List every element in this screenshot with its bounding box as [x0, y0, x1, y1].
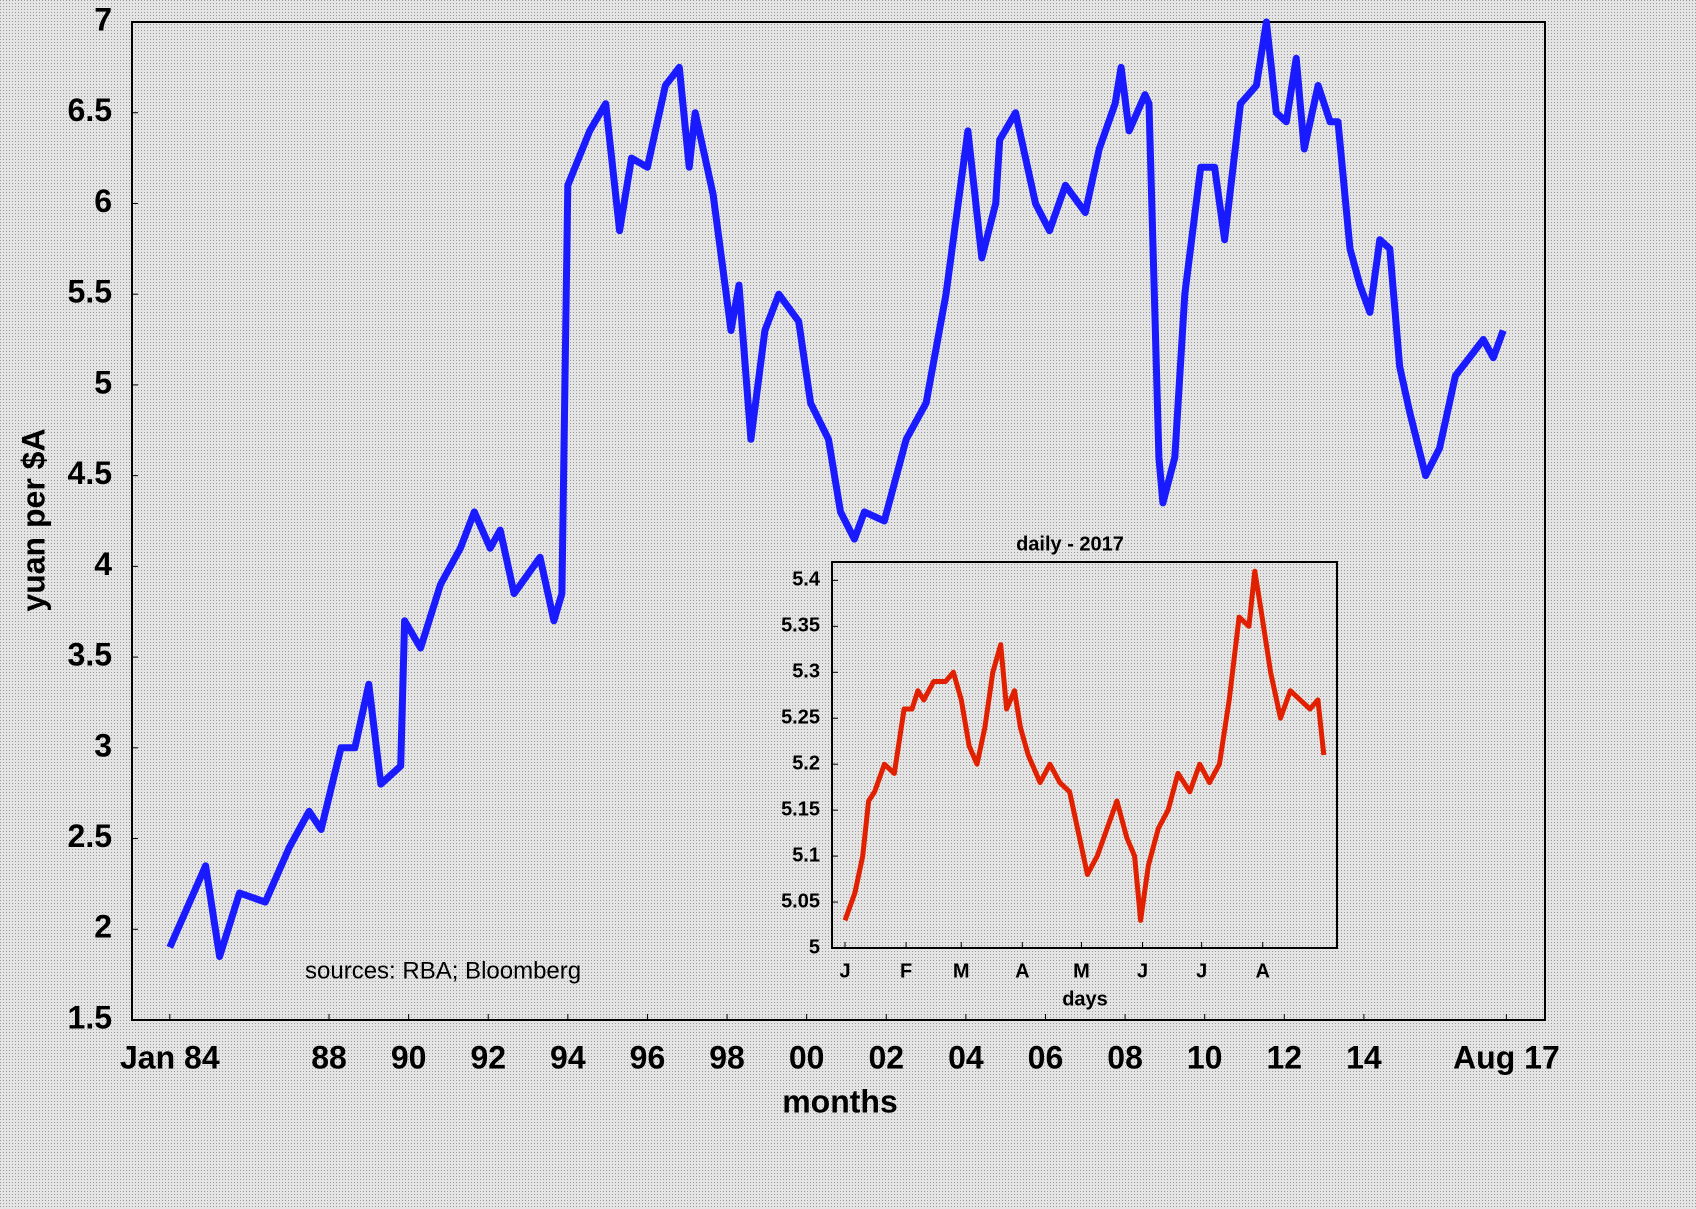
x-tick-label: Jan 84 — [120, 1039, 220, 1075]
y-tick-label: 1.5 — [68, 999, 112, 1035]
y-tick-label: 5.5 — [68, 274, 112, 310]
plot-frame — [131, 21, 1546, 1021]
x-tick-label: 94 — [550, 1039, 586, 1075]
x-tick-label: 14 — [1346, 1039, 1382, 1075]
inset-title: daily - 2017 — [1016, 533, 1124, 555]
y-tick-label: 6.5 — [68, 92, 112, 128]
x-tick-label: 12 — [1266, 1039, 1302, 1075]
x-tick-label: 88 — [311, 1039, 347, 1075]
x-tick-label: M — [1073, 960, 1090, 982]
x-tick-label: 04 — [948, 1039, 984, 1075]
x-tick-label: 90 — [391, 1039, 427, 1075]
x-tick-label: 98 — [709, 1039, 745, 1075]
x-tick-label: J — [1196, 960, 1207, 982]
x-tick-label: 92 — [470, 1039, 506, 1075]
x-tick-label: 02 — [868, 1039, 904, 1075]
y-tick-label: 5.35 — [781, 615, 820, 637]
y-tick-label: 6 — [94, 183, 112, 219]
data-line — [842, 568, 1327, 923]
x-tick-label: Aug 17 — [1453, 1039, 1560, 1075]
x-tick-label: F — [900, 960, 912, 982]
y-tick-label: 2 — [94, 909, 112, 945]
y-tick-label: 4 — [94, 546, 112, 582]
x-tick-label: J — [1137, 960, 1148, 982]
y-tick-label: 3 — [94, 727, 112, 763]
x-tick-label: 00 — [789, 1039, 825, 1075]
y-tick-label: 5.15 — [781, 798, 820, 820]
x-tick-label: 96 — [630, 1039, 666, 1075]
y-tick-label: 5 — [809, 936, 820, 958]
x-tick-label: 06 — [1028, 1039, 1064, 1075]
y-tick-label: 4.5 — [68, 455, 112, 491]
data-line — [166, 18, 1507, 960]
x-tick-label: A — [1015, 960, 1029, 982]
y-tick-label: 5 — [94, 364, 112, 400]
x-tick-label: 08 — [1107, 1039, 1143, 1075]
x-axis-label: months — [782, 1083, 898, 1119]
y-tick-label: 5.4 — [792, 569, 821, 591]
y-tick-label: 5.2 — [792, 752, 820, 774]
x-tick-label: A — [1255, 960, 1269, 982]
inset-frame — [831, 561, 1338, 949]
y-axis-label: yuan per $A — [15, 428, 51, 611]
x-tick-label: J — [839, 960, 850, 982]
y-tick-label: 5.05 — [781, 890, 820, 912]
annotation: sources: RBA; Bloomberg — [305, 957, 581, 984]
y-tick-label: 5.3 — [792, 661, 820, 683]
x-tick-label: M — [953, 960, 970, 982]
y-tick-label: 2.5 — [68, 818, 112, 854]
y-tick-label: 5.1 — [792, 844, 820, 866]
y-tick-label: 7 — [94, 1, 112, 37]
y-tick-label: 3.5 — [68, 637, 112, 673]
x-tick-label: 10 — [1187, 1039, 1223, 1075]
y-tick-label: 5.25 — [781, 707, 820, 729]
inset-x-axis-label: days — [1062, 988, 1108, 1010]
